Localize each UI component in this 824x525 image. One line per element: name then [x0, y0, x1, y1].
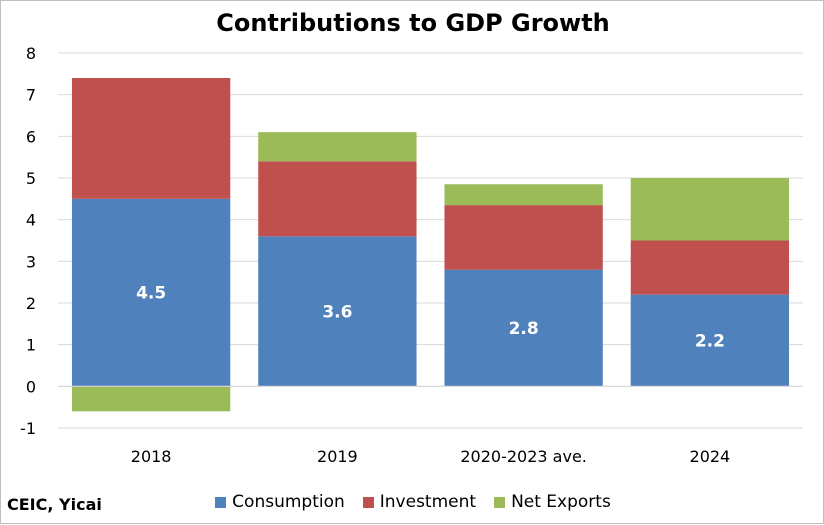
- y-tick-label: 5: [26, 169, 36, 188]
- bar-consumption: [71, 198, 231, 387]
- bar-investment: [630, 240, 790, 295]
- y-tick-label: 1: [26, 336, 36, 355]
- y-tick-label: -1: [20, 419, 36, 438]
- chart-title: Contributions to GDP Growth: [216, 9, 610, 37]
- y-tick-label: 8: [26, 44, 36, 63]
- legend-label: Net Exports: [511, 492, 611, 512]
- x-tick-label: 2018: [131, 447, 172, 466]
- data-label: 2.8: [509, 319, 539, 339]
- source-note: CEIC, Yicai: [7, 495, 102, 514]
- legend-label: Consumption: [232, 492, 345, 512]
- x-tick-label: 2020-2023 ave.: [460, 447, 587, 466]
- legend-swatch: [362, 496, 374, 508]
- legend-swatch: [215, 496, 227, 508]
- y-tick-label: 7: [26, 86, 36, 105]
- y-tick-label: 4: [26, 211, 36, 230]
- y-tick-label: 3: [26, 252, 36, 271]
- bar-net-exports: [630, 178, 790, 241]
- bar-consumption: [630, 294, 790, 387]
- legend-swatch: [494, 496, 506, 508]
- bar-net-exports: [444, 184, 603, 206]
- bar-consumption: [444, 269, 603, 387]
- data-label: 3.6: [322, 302, 352, 322]
- x-tick-label: 2019: [317, 447, 358, 466]
- y-tick-label: 6: [26, 127, 36, 146]
- bar-net-exports: [71, 386, 231, 412]
- chart-legend: Consumption Investment Net Exports: [1, 492, 824, 512]
- y-tick-label: 0: [26, 377, 36, 396]
- bar-investment: [71, 78, 231, 199]
- bar-investment: [444, 205, 603, 270]
- legend-item: Investment: [362, 492, 477, 512]
- x-tick-label: 2024: [690, 447, 731, 466]
- bar-consumption: [258, 236, 417, 387]
- bar-investment: [258, 161, 417, 237]
- legend-label: Investment: [379, 492, 477, 512]
- data-label: 4.5: [136, 284, 166, 304]
- bar-net-exports: [258, 132, 417, 162]
- data-label: 2.2: [695, 332, 725, 352]
- legend-item: Consumption: [215, 492, 345, 512]
- y-tick-label: 2: [26, 294, 36, 313]
- legend-item: Net Exports: [494, 492, 611, 512]
